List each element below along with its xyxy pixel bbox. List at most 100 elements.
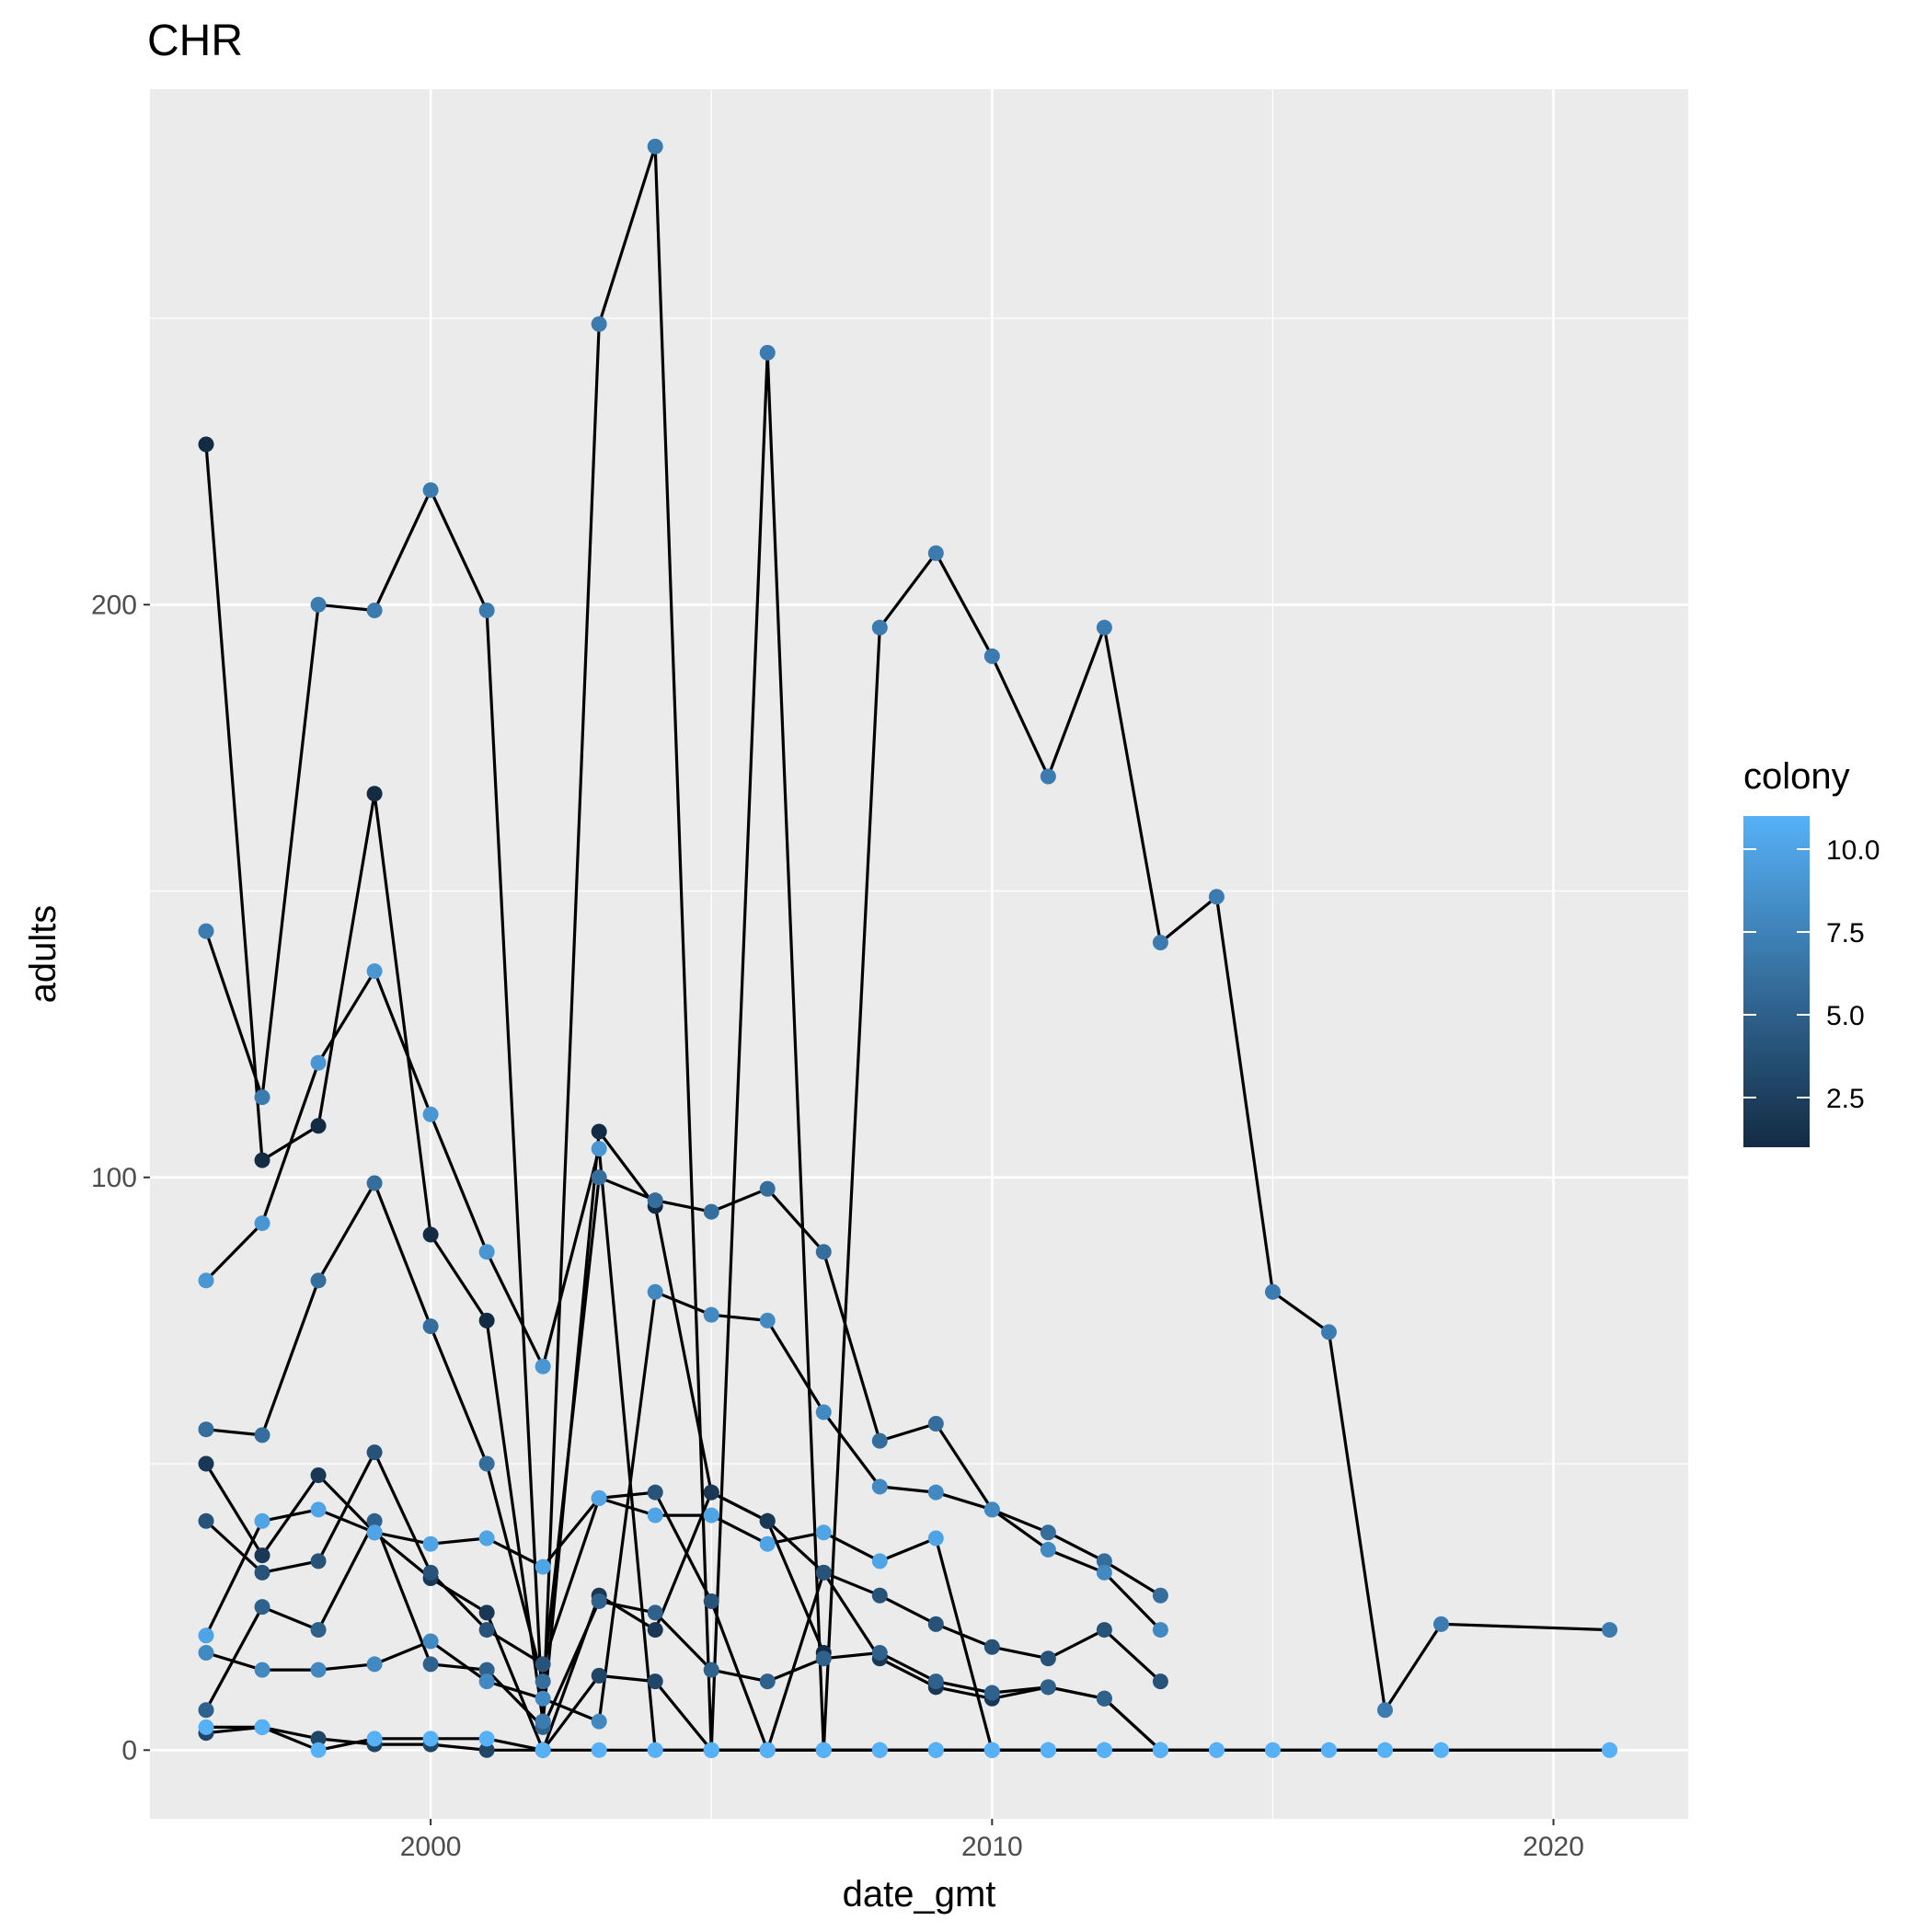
data-point-colony-3 (310, 1731, 327, 1747)
data-point-colony-11 (1602, 1742, 1618, 1758)
y-tick-label: 0 (121, 1735, 137, 1765)
data-point-colony-1 (198, 436, 214, 453)
data-point-colony-6 (254, 1427, 270, 1443)
data-point-colony-9 (478, 1244, 495, 1260)
legend-tick-label: 10.0 (1826, 835, 1880, 866)
data-point-colony-1 (366, 786, 383, 802)
data-point-colony-2 (478, 1604, 495, 1621)
x-tick-label: 2010 (961, 1832, 1023, 1862)
data-point-colony-7 (366, 602, 383, 618)
data-point-colony-6 (478, 1455, 495, 1472)
data-point-colony-5 (815, 1650, 832, 1667)
y-tick-label: 100 (91, 1163, 137, 1193)
data-point-colony-4 (254, 1564, 270, 1581)
data-point-colony-7 (759, 344, 776, 361)
y-axis-label: adults (23, 905, 63, 1004)
data-point-colony-7 (198, 923, 214, 939)
data-point-colony-4 (647, 1484, 663, 1501)
data-point-colony-8 (927, 1484, 944, 1501)
data-point-colony-8 (310, 1662, 327, 1678)
data-point-colony-11 (1040, 1742, 1056, 1758)
data-point-colony-11 (535, 1742, 551, 1758)
data-point-colony-6 (422, 1318, 439, 1335)
data-point-colony-10 (422, 1535, 439, 1552)
data-point-colony-7 (1208, 889, 1225, 905)
series-line-colony-6 (205, 1176, 1162, 1684)
data-point-colony-4 (366, 1444, 383, 1461)
data-point-colony-5 (478, 1662, 495, 1678)
data-point-colony-11 (478, 1731, 495, 1747)
data-point-colony-7 (983, 648, 1000, 664)
legend-tick-label: 7.5 (1826, 918, 1865, 949)
data-point-colony-1 (422, 1226, 439, 1243)
data-point-colony-11 (647, 1742, 663, 1758)
data-point-colony-3 (591, 1667, 607, 1684)
data-point-colony-6 (1040, 1524, 1056, 1541)
legend-tick-label: 5.0 (1826, 1001, 1865, 1031)
data-point-colony-11 (366, 1731, 383, 1747)
data-point-colony-6 (759, 1180, 776, 1197)
data-point-colony-4 (1096, 1622, 1112, 1639)
data-point-colony-10 (759, 1535, 776, 1552)
data-point-colony-5 (927, 1673, 944, 1690)
data-point-colony-8 (591, 1713, 607, 1730)
data-point-colony-10 (254, 1512, 270, 1529)
data-point-colony-4 (1152, 1673, 1168, 1690)
x-axis-label: date_gmt (843, 1874, 996, 1915)
data-point-colony-9 (310, 1054, 327, 1071)
data-point-colony-10 (815, 1524, 832, 1541)
data-point-colony-11 (983, 1742, 1000, 1758)
data-point-colony-10 (198, 1627, 214, 1644)
data-point-colony-1 (591, 1123, 607, 1140)
data-point-colony-7 (1320, 1324, 1337, 1340)
data-point-colony-2 (759, 1512, 776, 1529)
data-point-colony-7 (927, 545, 944, 561)
data-point-colony-7 (422, 482, 439, 499)
data-point-colony-8 (983, 1501, 1000, 1518)
data-point-colony-11 (1208, 1742, 1225, 1758)
data-point-colony-2 (198, 1455, 214, 1472)
data-point-colony-9 (254, 1215, 270, 1232)
data-point-colony-6 (703, 1203, 719, 1220)
y-tick-label: 200 (91, 590, 137, 620)
data-point-colony-10 (927, 1530, 944, 1547)
data-point-colony-6 (815, 1244, 832, 1260)
data-point-colony-11 (1264, 1742, 1281, 1758)
data-point-colony-9 (198, 1272, 214, 1289)
data-point-colony-6 (198, 1421, 214, 1438)
data-point-colony-6 (1152, 1587, 1168, 1604)
data-point-colony-5 (366, 1512, 383, 1529)
data-point-colony-11 (927, 1742, 944, 1758)
data-point-colony-8 (366, 1656, 383, 1673)
data-point-colony-11 (759, 1742, 776, 1758)
data-point-colony-11 (591, 1742, 607, 1758)
data-point-colony-4 (927, 1616, 944, 1632)
legend-title: colony (1743, 756, 1850, 797)
data-point-colony-7 (1376, 1702, 1393, 1719)
data-point-colony-2 (310, 1466, 327, 1483)
series-lines (204, 144, 1610, 1752)
data-point-colony-7 (591, 316, 607, 332)
data-point-colony-5 (310, 1622, 327, 1639)
data-point-colony-10 (535, 1558, 551, 1575)
data-point-colony-8 (1040, 1541, 1056, 1558)
data-point-colony-7 (871, 619, 888, 636)
data-point-colony-6 (366, 1175, 383, 1191)
data-point-colony-2 (254, 1547, 270, 1564)
data-point-colony-5 (983, 1685, 1000, 1701)
data-point-colony-11 (815, 1742, 832, 1758)
data-point-colony-1 (478, 1312, 495, 1328)
data-point-colony-11 (310, 1742, 327, 1758)
data-point-colony-6 (647, 1192, 663, 1209)
data-point-colony-8 (478, 1673, 495, 1690)
data-point-colony-7 (1433, 1616, 1450, 1632)
data-point-colony-5 (591, 1593, 607, 1609)
chart-title: CHR (147, 17, 243, 65)
data-point-colony-11 (1376, 1742, 1393, 1758)
data-point-colony-8 (759, 1312, 776, 1328)
data-point-colony-7 (254, 1089, 270, 1106)
data-point-colony-10 (703, 1507, 719, 1524)
series-line-colony-2 (204, 1463, 1162, 1752)
y-axis: 0 100 200 (91, 590, 150, 1765)
